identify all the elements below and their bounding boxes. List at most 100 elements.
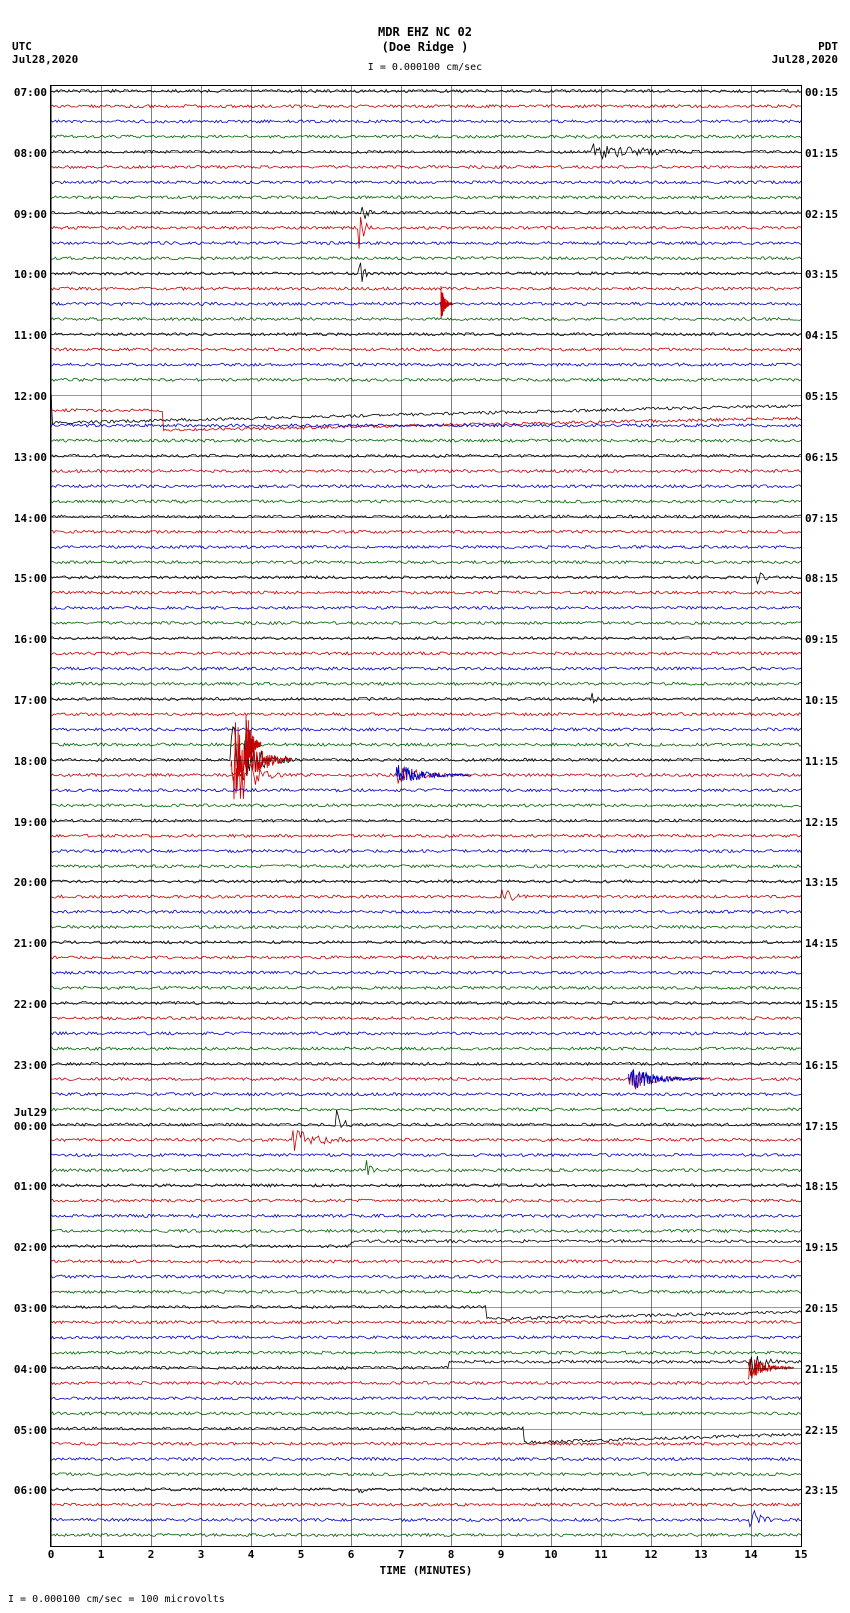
seismic-trace xyxy=(51,652,801,655)
seismic-trace xyxy=(51,926,801,929)
seismic-trace xyxy=(51,1473,801,1476)
pdt-time-label: 15:15 xyxy=(805,998,838,1011)
seismic-trace xyxy=(51,257,801,260)
seismic-trace xyxy=(51,667,801,670)
seismic-trace xyxy=(51,1321,801,1324)
x-tick-label: 7 xyxy=(398,1548,405,1561)
seismic-trace xyxy=(51,727,801,776)
grid-vertical xyxy=(751,86,752,1546)
seismic-trace xyxy=(51,1199,801,1202)
seismic-trace xyxy=(51,1160,801,1175)
utc-time-label: 06:00 xyxy=(14,1484,47,1497)
utc-time-label: 15:00 xyxy=(14,572,47,585)
station-title: MDR EHZ NC 02 xyxy=(0,25,850,39)
x-tick-label: 9 xyxy=(498,1548,505,1561)
seismic-trace xyxy=(51,591,801,594)
seismic-trace xyxy=(51,439,801,442)
pdt-time-label: 03:15 xyxy=(805,268,838,281)
utc-time-label: 09:00 xyxy=(14,208,47,221)
seismic-trace xyxy=(51,166,801,169)
seismic-trace xyxy=(51,196,801,199)
x-tick-label: 0 xyxy=(48,1548,55,1561)
utc-time-label: 19:00 xyxy=(14,816,47,829)
utc-time-label: 18:00 xyxy=(14,755,47,768)
utc-time-label: 00:00 xyxy=(14,1120,47,1133)
seismic-trace xyxy=(51,1032,801,1035)
seismic-trace xyxy=(51,1214,801,1217)
mid-date-label: Jul29 xyxy=(14,1106,47,1119)
seismic-trace xyxy=(51,263,801,282)
seismic-trace xyxy=(51,242,801,245)
grid-horizontal xyxy=(51,1064,801,1065)
seismic-trace xyxy=(51,1275,801,1278)
grid-horizontal xyxy=(51,638,801,639)
pdt-time-label: 21:15 xyxy=(805,1363,838,1376)
pdt-time-label: 22:15 xyxy=(805,1424,838,1437)
seismic-trace xyxy=(51,834,801,837)
utc-time-label: 16:00 xyxy=(14,633,47,646)
seismic-trace xyxy=(51,1071,801,1089)
seismic-trace xyxy=(51,105,801,108)
grid-vertical xyxy=(201,86,202,1546)
pdt-time-label: 19:15 xyxy=(805,1241,838,1254)
seismic-trace xyxy=(51,1047,801,1050)
utc-time-label: 14:00 xyxy=(14,512,47,525)
right-date: Jul28,2020 xyxy=(772,53,838,66)
seismic-trace xyxy=(51,120,801,123)
grid-vertical xyxy=(151,86,152,1546)
seismic-trace xyxy=(51,1093,801,1096)
seismic-trace xyxy=(51,500,801,503)
seismic-trace xyxy=(51,301,801,317)
seismic-trace xyxy=(51,470,801,473)
seismic-trace xyxy=(51,1397,801,1400)
grid-vertical xyxy=(701,86,702,1546)
grid-vertical xyxy=(651,86,652,1546)
pdt-time-label: 02:15 xyxy=(805,208,838,221)
seismic-trace xyxy=(51,713,801,716)
x-tick-label: 15 xyxy=(794,1548,807,1561)
seismic-trace xyxy=(51,378,801,381)
grid-horizontal xyxy=(51,273,801,274)
grid-horizontal xyxy=(51,760,801,761)
utc-time-label: 05:00 xyxy=(14,1424,47,1437)
pdt-time-label: 14:15 xyxy=(805,937,838,950)
utc-time-label: 13:00 xyxy=(14,451,47,464)
seismic-trace xyxy=(51,348,801,351)
x-tick-label: 4 xyxy=(248,1548,255,1561)
pdt-time-label: 06:15 xyxy=(805,451,838,464)
grid-vertical xyxy=(301,86,302,1546)
pdt-time-label: 08:15 xyxy=(805,572,838,585)
seismic-trace xyxy=(51,561,801,564)
grid-horizontal xyxy=(51,1307,801,1308)
pdt-time-label: 23:15 xyxy=(805,1484,838,1497)
seismic-trace xyxy=(51,728,801,731)
seismic-trace xyxy=(51,1412,801,1415)
x-tick-label: 5 xyxy=(298,1548,305,1561)
pdt-time-label: 13:15 xyxy=(805,876,838,889)
pdt-time-label: 09:15 xyxy=(805,633,838,646)
seismic-trace xyxy=(51,1458,801,1461)
seismic-trace xyxy=(51,693,801,703)
seismic-trace xyxy=(51,910,801,913)
scale-note: 𝙸 = 0.000100 cm/sec xyxy=(0,62,850,73)
grid-horizontal xyxy=(51,395,801,396)
seismic-trace xyxy=(51,1503,801,1506)
x-tick-label: 12 xyxy=(644,1548,657,1561)
x-axis-title: TIME (MINUTES) xyxy=(51,1564,801,1577)
seismic-trace xyxy=(51,956,801,959)
grid-horizontal xyxy=(51,1246,801,1247)
grid-vertical xyxy=(101,86,102,1546)
pdt-time-label: 12:15 xyxy=(805,816,838,829)
grid-vertical xyxy=(501,86,502,1546)
seismic-trace xyxy=(51,287,801,290)
pdt-time-label: 01:15 xyxy=(805,147,838,160)
grid-vertical xyxy=(351,86,352,1546)
grid-horizontal xyxy=(51,1003,801,1004)
seismic-trace xyxy=(51,606,801,609)
seismic-trace xyxy=(51,971,801,974)
seismic-trace xyxy=(51,363,801,366)
grid-vertical xyxy=(251,86,252,1546)
seismic-trace xyxy=(51,865,801,868)
grid-horizontal xyxy=(51,1368,801,1369)
grid-horizontal xyxy=(51,334,801,335)
